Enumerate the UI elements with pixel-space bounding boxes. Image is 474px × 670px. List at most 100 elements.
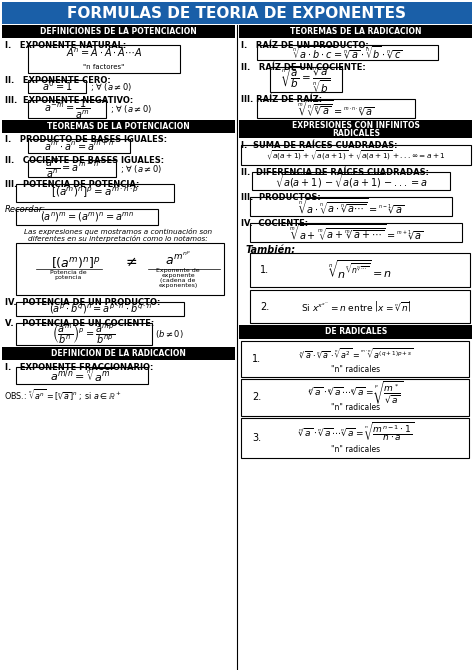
Bar <box>16 209 158 225</box>
Text: DEFINICIONES DE LA POTENCIACION: DEFINICIONES DE LA POTENCIACION <box>40 27 196 36</box>
Text: ; $\forall\ (a \neq 0)$: ; $\forall\ (a \neq 0)$ <box>90 81 133 93</box>
Text: $(a^p \cdot b^q)^n = a^{p \cdot n} \cdot b^{q \cdot n}$: $(a^p \cdot b^q)^n = a^{p \cdot n} \cdot… <box>48 302 152 316</box>
Text: ; $\forall\ (a \neq 0)$: ; $\forall\ (a \neq 0)$ <box>120 163 163 175</box>
Bar <box>241 418 469 458</box>
Bar <box>16 302 184 316</box>
Text: "n" radicales: "n" radicales <box>331 366 381 375</box>
Bar <box>241 341 469 377</box>
Bar <box>16 323 152 345</box>
Bar <box>257 99 415 118</box>
Text: "n" radicales: "n" radicales <box>331 444 381 454</box>
Text: II.   COCIENTE DE BASES IGUALES:: II. COCIENTE DE BASES IGUALES: <box>5 156 164 165</box>
Text: III. RAÍZ DE RAÍZ:: III. RAÍZ DE RAÍZ: <box>241 95 322 104</box>
Text: $\sqrt[n]{a \cdot \sqrt[n]{a \cdot \sqrt[n]{a \cdots}}} = \sqrt[n-1]{a}$: $\sqrt[n]{a \cdot \sqrt[n]{a \cdot \sqrt… <box>298 197 404 216</box>
Bar <box>250 253 470 287</box>
Text: $a^{-m} = \dfrac{1}{a^m}$: $a^{-m} = \dfrac{1}{a^m}$ <box>44 97 90 121</box>
Text: "n" radicales: "n" radicales <box>331 403 381 413</box>
Bar <box>28 139 130 153</box>
Text: $\left[(a^m)^n\right]^p = a^{m \cdot n \cdot p}$: $\left[(a^m)^n\right]^p = a^{m \cdot n \… <box>51 186 139 200</box>
Text: V.   POTENCIA DE UN COCIENTE:: V. POTENCIA DE UN COCIENTE: <box>5 319 154 328</box>
Text: potencia: potencia <box>55 275 82 280</box>
Text: $A^n = A \cdot A \cdot A \cdots A$: $A^n = A \cdot A \cdot A \cdots A$ <box>66 47 142 59</box>
Text: Exponente de: Exponente de <box>156 268 200 273</box>
Text: $\sqrt{a(a+1)}+\sqrt{a(a+1)}+\sqrt{a(a+1)}+...\infty = a+1$: $\sqrt{a(a+1)}+\sqrt{a(a+1)}+\sqrt{a(a+1… <box>266 148 446 161</box>
Text: III.  EXPONENTE NEGATIVO:: III. EXPONENTE NEGATIVO: <box>5 96 133 105</box>
Text: $\sqrt[m]{\sqrt[n]{\sqrt[p]{a}}} = \sqrt[m \cdot n \cdot p]{a}$: $\sqrt[m]{\sqrt[n]{\sqrt[p]{a}}} = \sqrt… <box>297 98 375 119</box>
Text: exponentes): exponentes) <box>158 283 198 288</box>
Text: TEOREMAS DE LA RADICACION: TEOREMAS DE LA RADICACION <box>290 27 422 36</box>
Text: $\sqrt[n]{n^{\sqrt[n]{n^{\sqrt[n]{\cdots}}}}} = n$: $\sqrt[n]{n^{\sqrt[n]{n^{\sqrt[n]{\cdots… <box>328 259 392 281</box>
Bar <box>28 80 86 93</box>
Text: $\sqrt[n]{\dfrac{a}{b}} = \dfrac{\sqrt[n]{a}}{\sqrt[n]{b}}$: $\sqrt[n]{\dfrac{a}{b}} = \dfrac{\sqrt[n… <box>282 64 331 94</box>
Bar <box>250 290 470 323</box>
Text: Las expresiones que mostramos a continuación son: Las expresiones que mostramos a continua… <box>24 228 212 235</box>
Bar <box>239 25 472 38</box>
Bar <box>2 25 235 38</box>
Bar <box>241 145 471 165</box>
Text: $\left(\dfrac{a^m}{b^n}\right)^p = \dfrac{a^{mp}}{b^{np}}$: $\left(\dfrac{a^m}{b^n}\right)^p = \dfra… <box>53 322 116 346</box>
Text: También:: También: <box>246 245 296 255</box>
Text: $a^{m^{n^p}}$: $a^{m^{n^p}}$ <box>165 251 191 267</box>
Text: "n factores": "n factores" <box>83 64 125 70</box>
Text: diferentes en su interpretación como lo notamos:: diferentes en su interpretación como lo … <box>28 235 208 242</box>
Text: ; $\forall\ (a \neq 0)$: ; $\forall\ (a \neq 0)$ <box>110 103 153 115</box>
Text: 3.: 3. <box>252 433 261 443</box>
Text: Potencia de: Potencia de <box>50 270 86 275</box>
Text: Si $x^{x^{x^{\cdots}}} = n$ entre $\left|x = \sqrt[n]{n}\right|$: Si $x^{x^{x^{\cdots}}} = n$ entre $\left… <box>301 299 411 313</box>
Text: $(a^n)^m = (a^m)^n = a^{mn}$: $(a^n)^m = (a^m)^n = a^{mn}$ <box>40 210 134 224</box>
Text: $\sqrt[n]{a} \cdot \sqrt[n]{a} \cdot \sqrt[n]{a^2} = \sqrt[m \cdot n]{a^{(q+1)p+: $\sqrt[n]{a} \cdot \sqrt[n]{a} \cdot \sq… <box>299 347 413 361</box>
Text: II.  DIFERENCIA DE RAÍCES CUADRADAS:: II. DIFERENCIA DE RAÍCES CUADRADAS: <box>241 168 429 177</box>
Text: $\sqrt[n]{a \cdot b \cdot c} = \sqrt[n]{a} \cdot \sqrt[n]{b} \cdot \sqrt[n]{c}$: $\sqrt[n]{a \cdot b \cdot c} = \sqrt[n]{… <box>292 44 402 61</box>
Bar <box>2 120 235 133</box>
Bar <box>2 2 472 24</box>
Text: II.   RAÍZ DE UN COCIENTE:: II. RAÍZ DE UN COCIENTE: <box>241 63 366 72</box>
Text: DE RADICALES: DE RADICALES <box>325 328 387 336</box>
Bar <box>250 197 452 216</box>
Bar <box>252 172 450 190</box>
Text: I.   PRODUCTO DE BASES IGUALES:: I. PRODUCTO DE BASES IGUALES: <box>5 135 167 144</box>
Bar <box>270 67 342 92</box>
Text: $\neq$: $\neq$ <box>123 255 137 269</box>
Text: $a^m \cdot a^n = a^{m+n}$: $a^m \cdot a^n = a^{m+n}$ <box>44 139 114 153</box>
Text: FORMULAS DE TEORIA DE EXPONENTES: FORMULAS DE TEORIA DE EXPONENTES <box>67 5 407 21</box>
Text: 1.: 1. <box>260 265 269 275</box>
Bar <box>239 120 472 138</box>
Text: Recordar:: Recordar: <box>5 205 46 214</box>
Bar <box>250 223 462 242</box>
Text: I.   EXPONENTE FRACCIONARIO:: I. EXPONENTE FRACCIONARIO: <box>5 363 154 372</box>
Text: III.  POTENCIA DE POTENCIA:: III. POTENCIA DE POTENCIA: <box>5 180 139 189</box>
Text: IV.  POTENCIA DE UN PRODUCTO:: IV. POTENCIA DE UN PRODUCTO: <box>5 298 160 307</box>
Bar <box>2 347 235 360</box>
Text: I.   EXPONENTE NATURAL:: I. EXPONENTE NATURAL: <box>5 41 126 50</box>
Text: $a^0 = 1$: $a^0 = 1$ <box>42 80 72 93</box>
Bar <box>16 243 224 295</box>
Text: $\sqrt[n]{a} \cdot \sqrt[n]{a} \cdots \sqrt[n]{a} = \sqrt[n]{\dfrac{m^{n-1} \cdo: $\sqrt[n]{a} \cdot \sqrt[n]{a} \cdots \s… <box>298 421 414 444</box>
Text: II.   EXPONENTE CERO:: II. EXPONENTE CERO: <box>5 76 111 85</box>
Text: $\sqrt{a(a+1)} - \sqrt{a(a+1)} - ... = a$: $\sqrt{a(a+1)} - \sqrt{a(a+1)} - ... = a… <box>275 172 427 190</box>
Text: EXPRESIONES CON INFINITOS: EXPRESIONES CON INFINITOS <box>292 121 420 131</box>
Text: $(b \neq 0)$: $(b \neq 0)$ <box>155 328 184 340</box>
Bar <box>16 184 174 202</box>
Text: (cadena de: (cadena de <box>160 278 196 283</box>
Bar <box>257 45 438 60</box>
Bar <box>239 325 472 339</box>
Text: I.   RAÍZ DE UN PRODUCTO:: I. RAÍZ DE UN PRODUCTO: <box>241 41 369 50</box>
Bar <box>241 379 469 416</box>
Text: III.  PRODUCTOS:: III. PRODUCTOS: <box>241 193 321 202</box>
Text: $\dfrac{a^m}{a^n} = a^{m-n}$: $\dfrac{a^m}{a^n} = a^{m-n}$ <box>45 157 99 180</box>
Bar <box>28 45 180 73</box>
Text: I.  SUMA DE RAÍCES CUADRADAS:: I. SUMA DE RAÍCES CUADRADAS: <box>241 141 398 150</box>
Text: OBS.: $\sqrt[n]{a^n} = \left[\sqrt[n]{a}\right]^n$ ; si $a \in \mathbb{R}^+$: OBS.: $\sqrt[n]{a^n} = \left[\sqrt[n]{a}… <box>4 388 121 403</box>
Text: $a^{m/n} = \sqrt[n]{a^m}$: $a^{m/n} = \sqrt[n]{a^m}$ <box>51 366 113 385</box>
Text: RADICALES: RADICALES <box>332 129 380 137</box>
Text: IV.  COCIENTE:: IV. COCIENTE: <box>241 219 308 228</box>
Text: exponente: exponente <box>161 273 195 278</box>
Text: DEFINICION DE LA RADICACION: DEFINICION DE LA RADICACION <box>51 349 185 358</box>
Text: 2.: 2. <box>260 302 269 312</box>
Text: 2.: 2. <box>252 392 261 402</box>
Bar <box>28 160 116 177</box>
Text: $\sqrt[p]{a} \cdot \sqrt[p]{a} \cdots \sqrt[p]{a} = \sqrt[p]{\dfrac{m^*}{\sqrt{a: $\sqrt[p]{a} \cdot \sqrt[p]{a} \cdots \s… <box>309 380 403 407</box>
Text: $\sqrt[m]{a + \sqrt[m]{a + \sqrt[m]{a+\cdots}}} = \sqrt[m+1]{a}$: $\sqrt[m]{a + \sqrt[m]{a + \sqrt[m]{a+\c… <box>289 222 423 243</box>
Bar <box>28 100 106 118</box>
Text: 1.: 1. <box>252 354 261 364</box>
